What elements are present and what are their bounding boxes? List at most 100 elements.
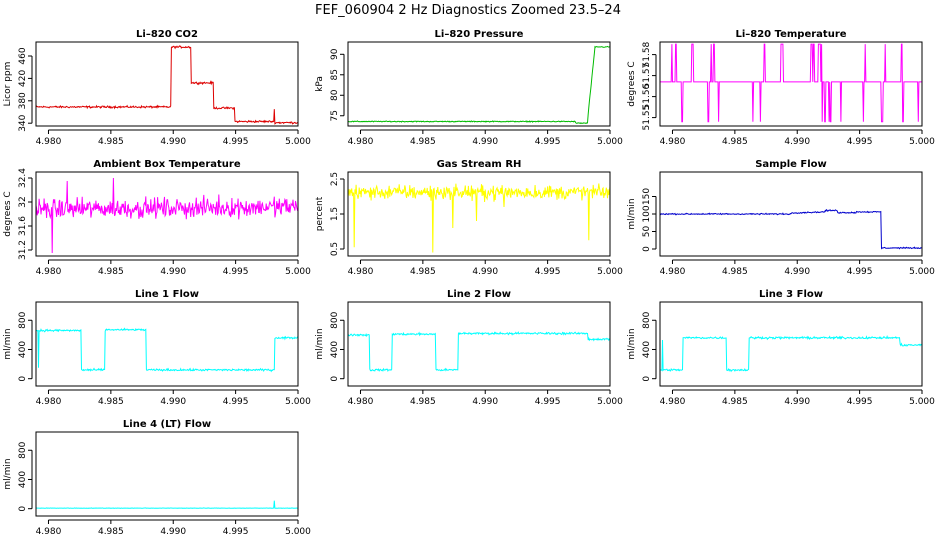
x-axis: 4.980 4.985 4.990 4.995 5.000: [36, 519, 311, 537]
chart-panel-4: Ambient Box Temperature 4.980 4.985 4.990 4.…: [3, 159, 311, 277]
x-tick-label: 4.990: [784, 267, 810, 277]
x-tick-label: 4.985: [98, 137, 124, 147]
y-tick-label: 460: [18, 47, 28, 64]
chart-panel-8: Line 2 Flow 4.980 4.985 4.990 4.995 5.000 0 400…: [315, 289, 623, 407]
y-tick-label: 0: [18, 376, 28, 382]
data-series-line: [35, 500, 299, 509]
x-tick-label: 5.000: [909, 267, 935, 277]
data-series-line: [35, 327, 299, 373]
y-tick-label: 85: [330, 69, 340, 80]
y-axis: 0 400 800: [18, 441, 33, 512]
y-tick-label: 380: [18, 92, 28, 109]
x-tick-label: 5.000: [909, 137, 935, 147]
x-tick-label: 4.985: [98, 267, 124, 277]
y-tick-label: 0: [642, 246, 652, 252]
x-tick-label: 4.980: [348, 397, 374, 407]
chart-panel-3: Li–820 Temperature 4.980 4.985 4.990 4.995 5.…: [627, 29, 935, 147]
x-axis: 4.980 4.985 4.990 4.995 5.000: [660, 259, 935, 277]
x-tick-label: 4.980: [660, 397, 686, 407]
x-axis: 4.980 4.985 4.990 4.995 5.000: [348, 129, 623, 147]
y-tick-label: 800: [330, 311, 340, 328]
y-tick-label: 0.5: [330, 242, 340, 256]
plot-frame: [659, 171, 923, 257]
y-axis: 0 400 800: [18, 311, 33, 382]
y-tick-label: 2.5: [330, 172, 340, 186]
x-tick-label: 4.995: [847, 267, 873, 277]
chart-title: Line 4 (LT) Flow: [123, 419, 211, 430]
x-tick-label: 4.995: [223, 137, 249, 147]
x-tick-label: 4.995: [223, 527, 249, 537]
x-tick-label: 4.980: [660, 267, 686, 277]
data-series-line: [659, 208, 923, 250]
plot-frame: [35, 301, 299, 387]
x-tick-label: 4.985: [410, 267, 436, 277]
chart-panel-10: Line 4 (LT) Flow 4.980 4.985 4.990 4.995 5.00…: [3, 419, 311, 537]
x-tick-label: 4.995: [223, 397, 249, 407]
x-tick-label: 4.980: [36, 267, 62, 277]
plot-frame: [347, 41, 611, 127]
x-tick-label: 4.985: [410, 137, 436, 147]
x-tick-label: 4.980: [660, 137, 686, 147]
data-series-line: [347, 45, 611, 125]
y-axis: 75 80 85 90: [330, 48, 345, 121]
x-axis: 4.980 4.985 4.990 4.995 5.000: [660, 129, 935, 147]
y-tick-label: 0: [330, 376, 340, 382]
y-axis: 31.2 31.6 32 32.4: [18, 168, 33, 260]
plot-frame: [35, 41, 299, 127]
y-axis-label: degrees C: [627, 61, 637, 106]
y-tick-label: 400: [18, 471, 28, 488]
y-tick-label: 75: [330, 110, 340, 121]
x-tick-label: 4.990: [472, 137, 498, 147]
y-axis-label: kPa: [315, 76, 325, 92]
x-axis: 4.980 4.985 4.990 4.995 5.000: [348, 389, 623, 407]
x-tick-label: 4.995: [535, 397, 561, 407]
y-tick-label: 340: [18, 114, 28, 131]
y-tick-label: 80: [330, 89, 340, 101]
y-axis-label: percent: [315, 196, 325, 231]
y-tick-label: 800: [18, 441, 28, 458]
y-tick-label: 31.2: [18, 240, 28, 260]
chart-title: Ambient Box Temperature: [93, 159, 240, 170]
y-tick-label: 400: [642, 341, 652, 358]
data-series-line: [347, 331, 611, 373]
x-tick-label: 4.990: [160, 267, 186, 277]
x-tick-label: 4.990: [472, 397, 498, 407]
plot-frame: [35, 171, 299, 257]
x-tick-label: 5.000: [597, 397, 623, 407]
y-axis: 340 380 420 460: [18, 47, 33, 132]
x-tick-label: 4.980: [348, 137, 374, 147]
x-tick-label: 4.980: [36, 397, 62, 407]
y-tick-label: 400: [330, 341, 340, 358]
plot-frame: [347, 301, 611, 387]
y-axis-label: ml/min: [627, 198, 637, 229]
y-tick-label: 32: [18, 196, 28, 207]
x-tick-label: 5.000: [285, 267, 311, 277]
x-tick-label: 4.995: [223, 267, 249, 277]
y-tick-label: 51.57: [642, 63, 652, 89]
x-tick-label: 4.990: [160, 137, 186, 147]
y-tick-label: 420: [18, 70, 28, 87]
y-axis-label: degrees C: [3, 191, 13, 236]
y-axis-label: ml/min: [3, 458, 13, 489]
chart-title: Gas Stream RH: [437, 159, 522, 170]
x-tick-label: 4.990: [160, 527, 186, 537]
x-tick-label: 4.985: [98, 527, 124, 537]
page-title: FEF_060904 2 Hz Diagnostics Zoomed 23.5–…: [315, 3, 621, 18]
chart-title: Li–820 CO2: [136, 29, 198, 40]
chart-panel-5: Gas Stream RH 4.980 4.985 4.990 4.995 5.000 0.…: [315, 159, 623, 277]
chart-panel-6: Sample Flow 4.980 4.985 4.990 4.995 5.000 0 50 1…: [627, 159, 935, 277]
chart-panel-7: Line 1 Flow 4.980 4.985 4.990 4.995 5.000 0 400…: [3, 289, 311, 407]
data-series-line: [659, 335, 923, 373]
y-tick-label: 50: [642, 226, 652, 238]
y-axis: 0 400 800: [642, 311, 657, 382]
y-tick-label: 31.6: [18, 216, 28, 236]
y-axis-label: ml/min: [627, 328, 637, 359]
y-tick-label: 1.5: [330, 207, 340, 221]
y-axis: 0 400 800: [330, 311, 345, 382]
x-tick-label: 4.980: [36, 137, 62, 147]
y-axis-label: ml/min: [315, 328, 325, 359]
chart-title: Line 2 Flow: [447, 289, 511, 300]
x-tick-label: 4.990: [472, 267, 498, 277]
